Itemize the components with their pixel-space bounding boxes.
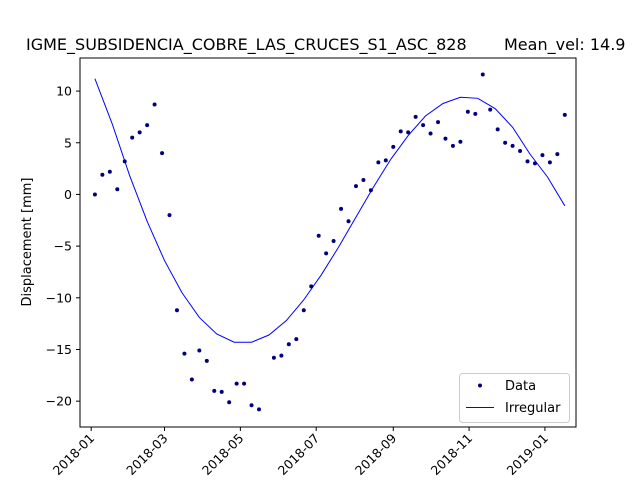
data-point xyxy=(257,407,262,412)
data-point xyxy=(376,160,381,165)
data-point xyxy=(413,114,418,119)
data-point xyxy=(488,107,493,112)
x-tick-label: 2018-01 xyxy=(50,431,98,479)
data-point xyxy=(100,172,105,177)
data-point xyxy=(421,123,426,128)
data-point xyxy=(301,308,306,313)
data-point xyxy=(145,123,150,128)
data-point xyxy=(130,135,135,140)
data-point xyxy=(480,72,485,77)
data-point xyxy=(309,284,314,289)
x-tick-label: 2019-01 xyxy=(504,431,552,479)
data-point xyxy=(316,233,321,238)
data-point xyxy=(398,129,403,134)
data-point xyxy=(450,143,455,148)
data-point xyxy=(339,206,344,211)
data-point xyxy=(346,219,351,224)
data-point xyxy=(406,130,411,135)
data-point xyxy=(495,127,500,132)
data-point xyxy=(555,152,560,157)
y-tick-label: −10 xyxy=(46,290,72,305)
data-point xyxy=(436,120,441,125)
y-tick-label: 5 xyxy=(64,135,72,150)
data-point xyxy=(458,139,463,144)
data-point xyxy=(212,388,217,393)
chart-title: IGME_SUBSIDENCIA_COBRE_LAS_CRUCES_S1_ASC… xyxy=(26,35,467,55)
y-tick-label: 10 xyxy=(56,84,72,99)
legend-marker-data xyxy=(478,383,482,388)
data-point xyxy=(271,355,276,360)
data-point xyxy=(353,184,358,189)
data-point xyxy=(227,400,232,405)
legend-box xyxy=(459,373,570,423)
data-point xyxy=(383,158,388,163)
data-point xyxy=(465,109,470,114)
x-tick-label: 2018-09 xyxy=(352,430,400,478)
data-point xyxy=(473,111,478,116)
data-point xyxy=(167,213,172,218)
data-point xyxy=(331,238,336,243)
legend-label-data: Data xyxy=(505,379,536,394)
data-point xyxy=(562,112,567,117)
chart-subtitle: Mean_vel: 14.9 xyxy=(504,35,625,55)
data-point xyxy=(540,153,545,158)
data-point xyxy=(525,159,530,164)
data-point xyxy=(391,144,396,149)
data-point xyxy=(234,381,239,386)
data-point xyxy=(503,140,508,145)
axes-frame xyxy=(79,57,577,428)
y-tick-label: 0 xyxy=(64,187,72,202)
x-tick-label: 2018-05 xyxy=(199,431,247,479)
series-line-irregular xyxy=(94,78,566,343)
data-point xyxy=(368,188,373,193)
data-point xyxy=(443,136,448,141)
data-point xyxy=(182,351,187,356)
data-point xyxy=(160,151,165,156)
data-point xyxy=(324,251,329,256)
legend: Data Irregular xyxy=(459,373,570,423)
data-point xyxy=(428,131,433,136)
data-point xyxy=(107,169,112,174)
data-point xyxy=(115,187,120,192)
data-point xyxy=(137,130,142,135)
legend-label-irregular: Irregular xyxy=(505,401,561,416)
data-point xyxy=(197,348,202,353)
data-point xyxy=(294,337,299,342)
data-point xyxy=(286,342,291,347)
data-point xyxy=(219,389,224,394)
data-point xyxy=(189,377,194,382)
data-point xyxy=(174,308,179,313)
data-point xyxy=(204,358,209,363)
data-point xyxy=(92,192,97,197)
y-tick-label: −15 xyxy=(46,342,72,357)
data-point xyxy=(279,353,284,358)
data-point xyxy=(532,161,537,166)
data-point xyxy=(242,381,247,386)
data-point xyxy=(518,149,523,154)
data-point xyxy=(547,160,552,165)
data-point xyxy=(152,102,157,107)
data-point xyxy=(510,143,515,148)
x-tick-label: 2018-03 xyxy=(123,431,171,479)
data-point xyxy=(361,177,366,182)
y-axis-label: Displacement [mm] xyxy=(20,178,35,307)
data-point xyxy=(122,159,127,164)
data-point xyxy=(249,403,254,408)
y-tick-label: −20 xyxy=(46,394,72,409)
y-tick-label: −5 xyxy=(54,239,72,254)
x-tick-label: 2018-11 xyxy=(428,431,476,479)
x-tick-label: 2018-07 xyxy=(275,431,323,479)
